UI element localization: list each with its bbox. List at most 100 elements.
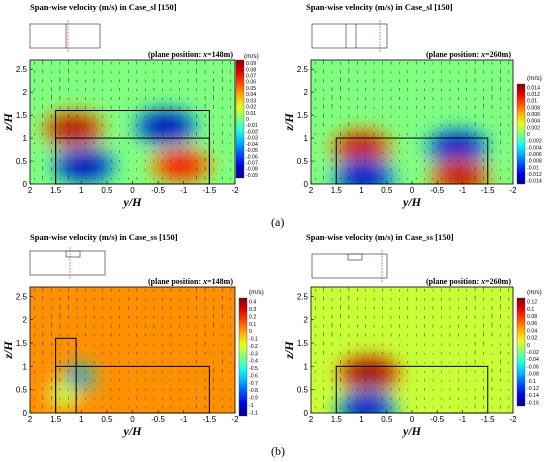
colorbar-unit: (m/s) [249,289,264,296]
plan-schematic [311,20,388,52]
y-tick-label: 1 [23,362,28,371]
colorbar-tick-label: -0.006 [527,152,542,158]
label-b: (b) [271,444,285,458]
x-tick-label: -1.5 [481,415,495,424]
vector-field [314,287,510,409]
x-tick-label: -1 [180,415,188,424]
colorbar-tick-label: -0.008 [527,159,542,165]
y-tick-label: 2.5 [16,292,28,301]
colorbar-tick-label: -0.4 [249,359,258,365]
colorbar-tick-label: 0.008 [527,105,540,111]
y-tick-label: 0 [304,180,309,189]
x-tick-label: -2 [231,186,239,195]
colorbar-tick-label: 0.014 [527,85,540,91]
colorbar-tick-label: 0.006 [527,112,540,118]
x-tick-label: -1.5 [481,186,495,195]
colorbar-tick-label: 0 [527,343,530,349]
x-tick-label: 2 [28,415,33,424]
x-tick-label: -1.5 [202,415,216,424]
colorbar-tick-label: 0.002 [527,125,540,131]
chart-title: Span-wise velocity (m/s) in Case_ss [150… [30,232,178,242]
x-tick-label: 2 [309,415,314,424]
x-tick-label: -1 [459,186,467,195]
x-tick-label: 0 [130,186,135,195]
x-tick-label: -0.5 [430,415,444,424]
y-tick-label: 2 [304,316,309,325]
y-tick-label: 1.5 [16,339,28,348]
colorbar-tick-label: -0.02 [246,129,258,135]
velocity-field [30,287,235,413]
chart-title: Span-wise velocity (m/s) in Case_sl [150… [306,2,453,12]
velocity-field [311,60,513,184]
x-tick-label: 1 [79,415,84,424]
x-tick-label: 0.5 [101,186,113,195]
x-tick-label: 1.5 [50,415,62,424]
y-tick-label: 1.5 [16,111,28,120]
colorbar-tick-label: -0.07 [246,160,258,166]
y-tick-label: 2.5 [297,292,309,301]
velocity-core [340,393,393,413]
colorbar-tick-label: -0.6 [249,373,258,379]
colorbar-tick-label: -0.06 [527,364,539,370]
colorbar-tick-label: -0.01 [246,123,258,129]
x-tick-label: 1 [79,186,84,195]
x-tick-label: -0.5 [151,186,165,195]
colorbar-tick-label: -0.04 [246,142,258,148]
y-tick-label: 0 [23,409,28,418]
colorbar-tick-label: 0.07 [246,74,256,80]
x-axis-label: y/H [122,424,143,438]
velocity-core [139,111,192,142]
velocity-core [431,132,484,163]
colorbar-tick-label: -0.012 [527,172,542,178]
x-tick-label: 0.5 [381,186,393,195]
x-tick-label: 1.5 [331,186,343,195]
velocity-core [338,162,391,184]
velocity-core [47,113,100,144]
plane-position-label: (plane position: x=260m) [426,277,511,286]
velocity-core [343,358,396,389]
x-tick-label: -0.5 [430,186,444,195]
colorbar-tick-label: -0.9 [249,396,258,402]
x-tick-label: 1 [359,186,364,195]
colorbar-tick-label: 0.04 [527,328,537,334]
colorbar-tick-label: 0.08 [246,67,256,73]
colorbar-tick-label: 0 [246,117,249,123]
x-tick-label: 1 [359,415,364,424]
colorbar-tick-label: 0 [527,132,530,138]
x-tick-label: 0 [130,415,135,424]
plan-schematic [311,250,388,282]
x-tick-label: 0 [410,415,415,424]
x-tick-label: 0 [410,186,415,195]
y-tick-label: 2.5 [16,65,28,74]
y-axis-label: z/H [1,113,15,132]
y-axis-label: z/H [1,341,15,360]
colorbar-tick-label: 0.03 [246,98,256,104]
x-axis-label: y/H [401,424,422,438]
velocity-field [30,60,235,184]
y-tick-label: 0.5 [297,157,309,166]
colorbar [516,83,526,185]
x-tick-label: -1 [459,415,467,424]
colorbar-tick-label: -0.7 [249,381,258,387]
x-tick-label: -0.5 [151,415,165,424]
colorbar-unit: (m/s) [527,75,542,82]
x-tick-label: 2 [28,186,33,195]
chart-panel-3: Span-wise velocity (m/s) in Case_ss [150… [1,232,264,438]
plane-position-label: (plane position: x=260m) [426,50,511,59]
y-tick-label: 2 [23,88,28,97]
colorbar-tick-label: -0.16 [527,400,539,406]
colorbar-tick-label: -0.06 [246,154,258,160]
colorbar-unit: (m/s) [244,53,259,60]
colorbar-tick-label: -0.3 [249,351,258,357]
velocity-core [53,383,74,406]
colorbar [516,297,526,407]
y-tick-label: 0.5 [16,386,28,395]
vector-field [314,60,510,180]
y-tick-label: 1 [304,134,309,143]
colorbar-tick-label: -0.08 [246,167,258,173]
chart-title: Span-wise velocity (m/s) in Case_ss [150… [306,232,454,242]
plan-schematic [29,20,101,52]
velocity-core [57,150,110,181]
y-tick-label: 0.5 [297,386,309,395]
